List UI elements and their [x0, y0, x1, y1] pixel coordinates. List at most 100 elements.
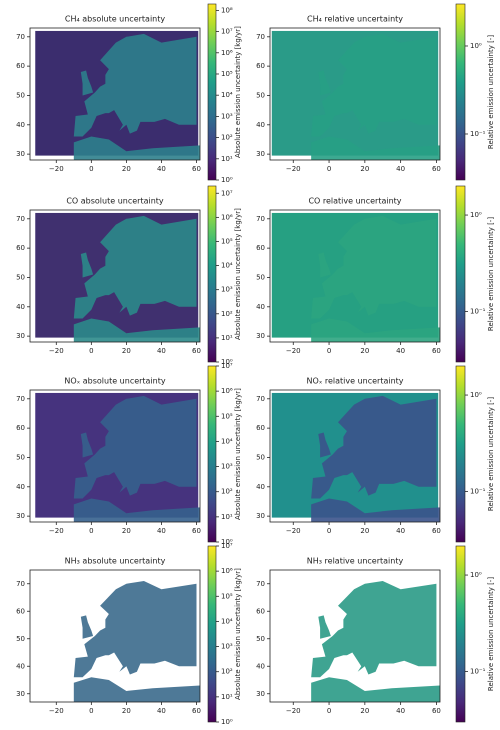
x-tick-label: 20: [360, 165, 369, 173]
x-tick-label: 0: [327, 347, 331, 355]
map-area: [271, 392, 440, 522]
land: [73, 677, 200, 702]
colorbar: [455, 545, 466, 723]
x-tick-label: 60: [192, 707, 201, 715]
colorbar-label: Absolute emission uncertainty [kg/yr]: [234, 26, 242, 158]
y-tick-label: 40: [16, 483, 25, 491]
axes-frame: [269, 209, 441, 343]
colorbar: [455, 3, 466, 181]
x-tick-label: 40: [396, 527, 405, 535]
y-tick-label: 40: [16, 121, 25, 129]
x-tick-label: 40: [396, 347, 405, 355]
land: [311, 498, 440, 522]
y-tick-label: 50: [16, 273, 25, 281]
y-tick-label: 30: [256, 332, 265, 340]
colorbar-tick-label: 10⁴: [221, 437, 233, 445]
land: [318, 432, 331, 458]
y-tick-label: 60: [256, 244, 265, 252]
land: [80, 432, 94, 458]
y-tick-label: 50: [16, 91, 25, 99]
land: [318, 252, 331, 278]
x-tick-label: 40: [157, 165, 166, 173]
x-tick-label: 60: [192, 527, 201, 535]
map-area: [35, 30, 200, 160]
x-tick-label: −20: [49, 347, 64, 355]
map-panel: NOₓ relative uncertainty −20 0 20 40 60 30 40 50…: [256, 365, 495, 543]
map-area: [271, 578, 440, 702]
x-tick-label: −20: [286, 347, 301, 355]
map-panel: CO absolute uncertainty −20 0 20 40 60 30 40 50 6…: [16, 185, 242, 366]
colorbar-tick-label: 10⁵: [221, 70, 233, 78]
land: [80, 70, 94, 96]
colorbar-label: Relative emission uncertainty [-]: [487, 35, 495, 149]
colorbar-tick-label: 10¹: [221, 693, 233, 701]
land: [73, 581, 197, 678]
colorbar-tick-label: 10³: [221, 286, 233, 294]
land: [311, 581, 437, 678]
panel-title: NH₃ relative uncertainty: [307, 557, 404, 566]
colorbar-tick-label: 10⁰: [221, 538, 233, 546]
colorbar-tick-label: 10⁰: [470, 571, 482, 579]
y-tick-label: 60: [16, 62, 25, 70]
y-tick-label: 70: [256, 215, 265, 223]
land: [311, 395, 437, 499]
x-tick-label: −20: [49, 165, 64, 173]
colorbar-tick-label: 10⁶: [221, 49, 233, 57]
colorbar-label: Absolute emission uncertainty [kg/yr]: [234, 388, 242, 520]
axes-frame: [269, 27, 441, 161]
panel-title: CO absolute uncertainty: [66, 197, 164, 206]
y-tick-label: 60: [16, 244, 25, 252]
y-tick-label: 70: [256, 33, 265, 41]
axes-frame: [29, 27, 201, 161]
panel-title: NOₓ absolute uncertainty: [64, 377, 166, 386]
colorbar-tick-label: 10⁵: [221, 412, 233, 420]
y-tick-label: 40: [256, 483, 265, 491]
panel-title: NOₓ relative uncertainty: [306, 377, 403, 386]
colorbar-tick-label: 10⁻¹: [470, 668, 486, 676]
x-tick-label: −20: [49, 707, 64, 715]
y-tick-label: 50: [256, 273, 265, 281]
y-tick-label: 30: [16, 512, 25, 520]
y-tick-label: 30: [256, 150, 265, 158]
y-tick-label: 60: [256, 607, 265, 615]
map-panel: CH₄ relative uncertainty −20 0 20 40 60 30 40 50…: [256, 3, 495, 181]
x-tick-label: 20: [122, 707, 131, 715]
colorbar-tick-label: 10⁻¹: [470, 488, 486, 496]
colorbar-tick-label: 10⁰: [221, 176, 233, 184]
land: [80, 252, 94, 278]
land: [73, 215, 197, 319]
map-area: [35, 212, 200, 342]
y-tick-label: 40: [256, 303, 265, 311]
map-panel: NH₃ relative uncertainty −20 0 20 40 60 30 40 50…: [256, 545, 495, 723]
colorbar-tick-label: 10⁵: [221, 592, 233, 600]
x-tick-label: 60: [432, 347, 441, 355]
y-tick-label: 40: [256, 662, 265, 670]
colorbar-tick-label: 10⁰: [221, 718, 233, 726]
colorbar-tick-label: 10⁵: [221, 237, 233, 245]
y-tick-label: 30: [256, 690, 265, 698]
colorbar-tick-label: 10⁰: [470, 391, 482, 399]
colorbar-tick-label: 10⁷: [221, 189, 233, 197]
y-tick-label: 70: [16, 395, 25, 403]
land: [80, 615, 94, 639]
y-tick-label: 70: [256, 395, 265, 403]
x-tick-label: 20: [122, 165, 131, 173]
y-tick-label: 40: [256, 121, 265, 129]
x-tick-label: 60: [432, 165, 441, 173]
x-tick-label: 0: [327, 165, 331, 173]
map-panel: NOₓ absolute uncertainty −20 0 20 40 60 30 40 50…: [16, 362, 242, 546]
y-tick-label: 50: [256, 453, 265, 461]
colorbar-label: Absolute emission uncertainty [kg/yr]: [234, 208, 242, 340]
land: [311, 677, 440, 702]
colorbar-tick-label: 10¹: [221, 155, 233, 163]
colorbar-tick-label: 10⁷: [221, 28, 233, 36]
colorbar-tick-label: 10³: [221, 463, 233, 471]
axes-frame: [29, 389, 201, 523]
land: [73, 136, 200, 160]
colorbar-tick-label: 10³: [221, 112, 233, 120]
colorbar-tick-label: 10⁴: [221, 262, 233, 270]
x-tick-label: −20: [286, 527, 301, 535]
y-tick-label: 60: [16, 424, 25, 432]
colorbar-tick-label: 10⁶: [221, 213, 233, 221]
axes-frame: [29, 209, 201, 343]
